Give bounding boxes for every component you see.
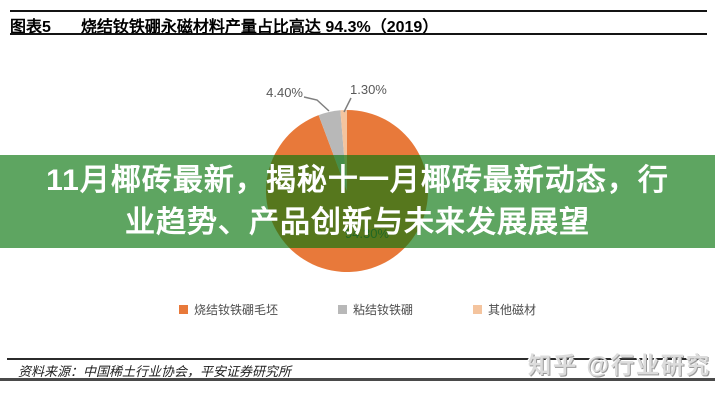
figure-title: 烧结钕铁硼永磁材料产量占比高达 94.3%（2019） <box>80 19 439 36</box>
header-bottom-rule <box>10 33 707 35</box>
banner-title-line2: 业趋势、产品创新与未来发展展望 <box>125 205 590 239</box>
legend-marker-sintered <box>178 305 188 314</box>
legend-label-other: 其他磁材 <box>488 303 537 317</box>
source-note: 资料来源：中国稀土行业协会，平安证券研究所 <box>18 364 292 379</box>
legend-marker-bonded <box>337 305 347 314</box>
leader-line-bonded <box>303 96 330 112</box>
figure-header: 图表5 烧结钕铁硼永磁材料产量占比高达 94.3%（2019） <box>10 13 705 37</box>
legend-label-sintered: 烧结钕铁硼毛坯 <box>193 303 278 317</box>
pct-label-other: 1.30% <box>350 82 387 97</box>
leader-line-other <box>343 97 352 113</box>
banner-title-line1: 11月椰砖最新，揭秘十一月椰砖最新动态，行 <box>46 163 669 197</box>
pct-label-bonded: 4.40% <box>266 85 303 100</box>
legend-item-bonded-ndfeb: 粘结钕铁硼 <box>337 301 413 318</box>
chart-legend: 烧结钕铁硼毛坯 粘结钕铁硼 其他磁材 <box>0 301 715 318</box>
article-title-banner: 11月椰砖最新，揭秘十一月椰砖最新动态，行 业趋势、产品创新与未来发展展望 <box>0 155 715 248</box>
legend-label-bonded: 粘结钕铁硼 <box>352 303 413 317</box>
watermark-zhihu: 知乎 @行业研究 <box>528 352 711 378</box>
figure-label: 图表5 <box>10 19 51 36</box>
header-top-rule <box>10 10 707 12</box>
footer-bottom-rule <box>0 378 715 381</box>
legend-item-sintered-ndfeb: 烧结钕铁硼毛坯 <box>178 301 278 318</box>
legend-item-other-magnets: 其他磁材 <box>473 301 536 318</box>
footer-top-rule <box>7 358 708 360</box>
legend-marker-other <box>473 305 482 314</box>
